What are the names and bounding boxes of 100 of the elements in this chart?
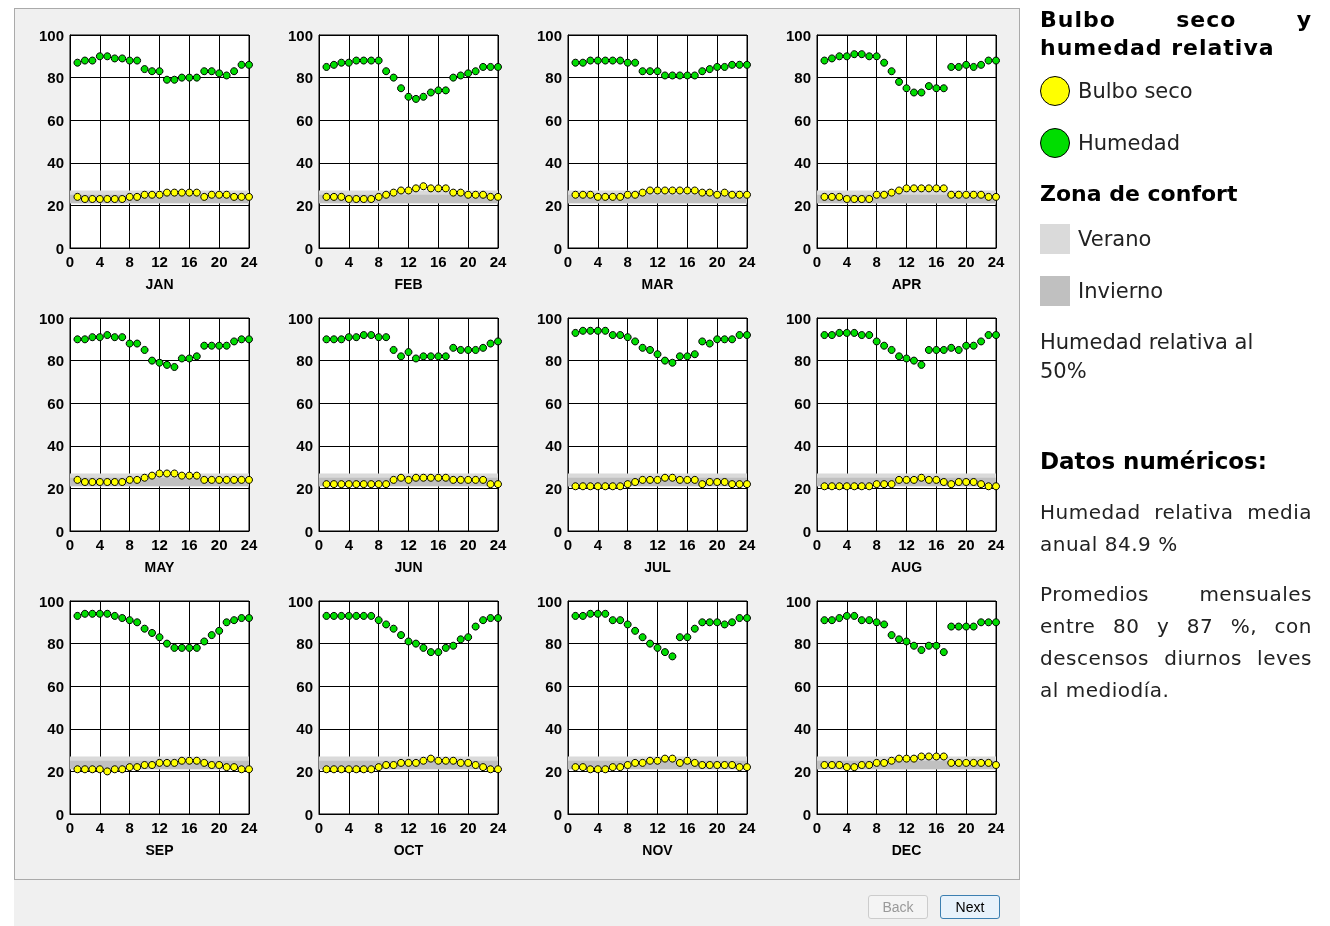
y-tick-label: 60 [794,111,811,129]
point [471,475,480,484]
y-tick-label: 40 [296,154,313,172]
x-tick-label: 4 [344,253,354,270]
point [170,362,179,371]
point [842,328,851,337]
point [586,482,595,491]
point [623,333,632,342]
point [118,765,127,774]
point [909,356,918,365]
point [698,618,707,627]
point [675,475,684,484]
point [586,609,595,618]
point [245,765,253,774]
point [140,761,149,770]
x-tick-label: 20 [957,819,975,836]
point [245,614,253,623]
point [909,754,918,763]
y-tick-label: 100 [287,26,313,44]
point [245,192,253,201]
point [155,358,164,367]
point [865,482,874,491]
point [675,758,684,767]
point [382,67,391,76]
point [215,69,224,78]
point [735,480,744,489]
point [616,482,625,491]
text: Humedad relativa al 50% [1040,329,1255,385]
point [352,611,361,620]
point [207,341,216,350]
point [735,763,744,772]
point [638,475,647,484]
point [434,648,443,657]
point [977,618,986,627]
point [118,54,127,63]
point [389,624,398,633]
point [404,186,413,195]
point [616,763,625,772]
point [835,52,844,61]
point [215,190,224,199]
y-tick-label: 100 [536,592,562,610]
point [389,73,398,82]
point [902,184,911,193]
point [185,643,194,652]
point [924,82,933,91]
point [735,331,744,340]
point [140,190,149,199]
point [352,765,361,774]
point [608,331,617,340]
point [103,331,112,340]
point [675,352,684,361]
point [185,354,194,363]
point [155,633,164,642]
point [329,480,338,489]
point [728,60,737,69]
point [426,473,435,482]
x-tick-label: 4 [95,253,105,270]
point [397,758,406,767]
point [162,758,171,767]
point [88,609,97,618]
point [623,58,632,67]
y-tick-label: 40 [794,437,811,455]
point [917,88,926,97]
point [872,480,881,489]
point [80,56,89,65]
y-tick-label: 40 [47,437,64,455]
point [895,77,904,86]
point [571,611,580,620]
x-axis-title: AUG [890,559,923,575]
point [954,345,963,354]
point [329,765,338,774]
point [638,758,647,767]
point [835,482,844,491]
point [237,60,246,69]
point [653,67,662,76]
point [835,328,844,337]
point [924,752,933,761]
text: Promedios mensuales entre 80 y 87 %, con descensos diurnos leves al mediodía. [1040,581,1312,704]
point [471,761,480,770]
point [827,761,836,770]
point [880,190,889,199]
point [230,475,239,484]
point [155,758,164,767]
x-tick-label: 16 [678,536,696,553]
point [110,195,119,204]
y-tick-label: 100 [38,26,64,44]
point [426,754,435,763]
y-tick-label: 0 [553,239,562,257]
point [419,352,428,361]
point [162,639,171,648]
point [827,616,836,625]
point [344,480,353,489]
point [110,54,119,63]
point [73,475,82,484]
point [698,761,707,770]
point [850,195,859,204]
point [977,337,986,346]
point [155,190,164,199]
point [494,480,502,489]
point [170,643,179,652]
